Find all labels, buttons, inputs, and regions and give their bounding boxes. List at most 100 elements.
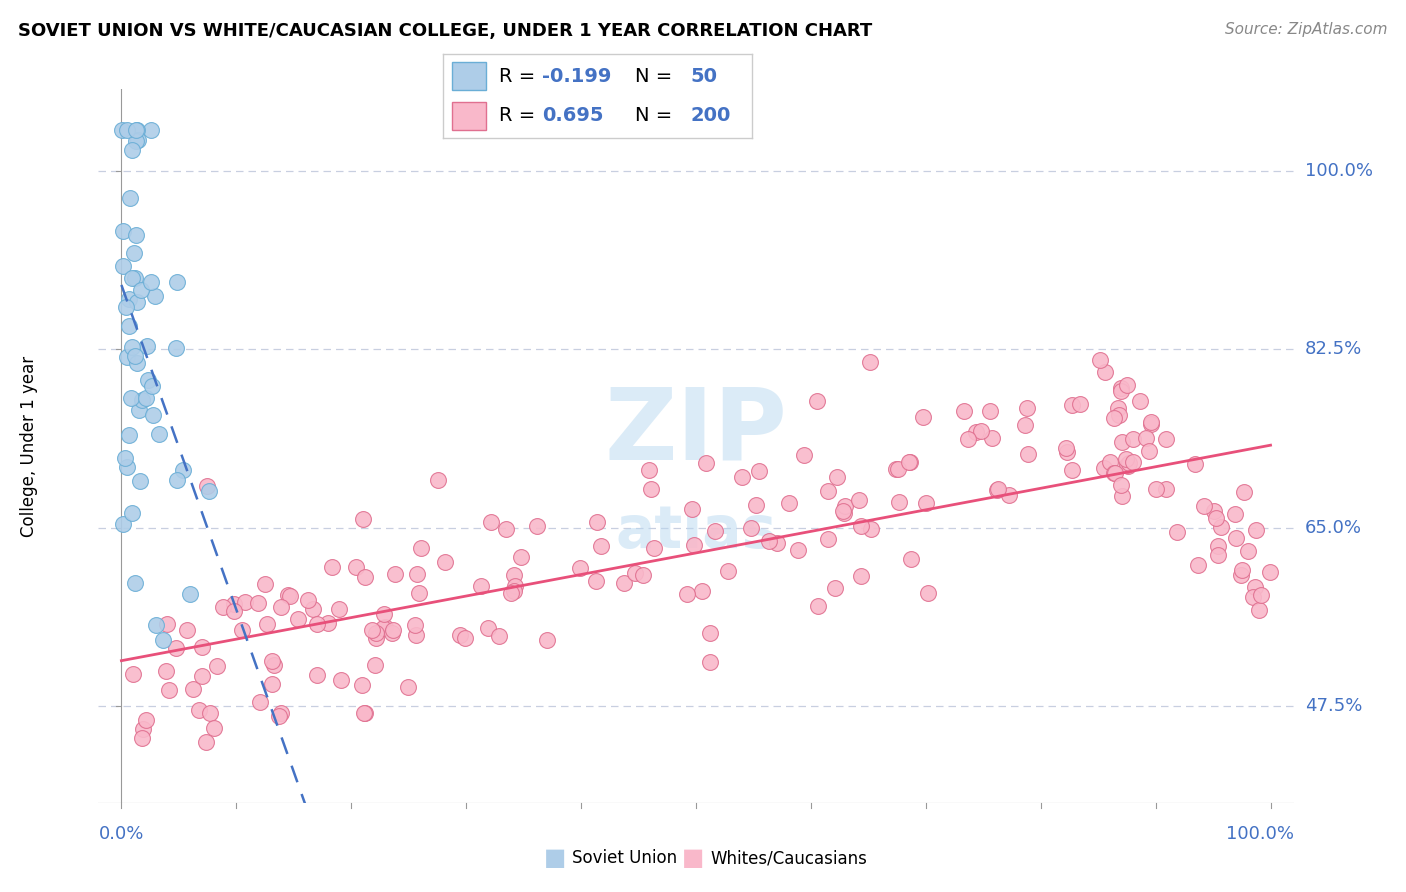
Point: [623, 566, 645, 580]
Point: [115, 123, 138, 137]
Point: [1107, 401, 1129, 415]
Point: [786, 542, 808, 557]
Point: [277, 588, 299, 602]
Point: [128, 474, 150, 488]
Point: [1014, 418, 1036, 433]
Point: [321, 559, 343, 574]
Point: [817, 483, 839, 498]
Point: [806, 599, 828, 613]
Point: [256, 616, 278, 631]
Point: [1154, 483, 1177, 497]
Point: [695, 456, 717, 470]
Point: [135, 392, 157, 406]
Point: [127, 295, 149, 310]
Point: [1137, 443, 1160, 458]
Point: [488, 629, 510, 643]
Bar: [453, 102, 486, 130]
Point: [633, 567, 655, 582]
Point: [135, 714, 157, 728]
Point: [1104, 466, 1126, 480]
Point: [405, 628, 427, 642]
Text: Soviet Union: Soviet Union: [572, 849, 678, 867]
Point: [536, 632, 558, 647]
Text: 0.0%: 0.0%: [98, 825, 143, 843]
Point: [124, 575, 146, 590]
Point: [181, 681, 204, 696]
Point: [353, 570, 375, 584]
Point: [384, 567, 406, 582]
Point: [200, 706, 222, 721]
Point: [681, 502, 703, 516]
Text: 0.695: 0.695: [541, 106, 603, 125]
Point: [1111, 489, 1133, 503]
Point: [970, 424, 993, 438]
Point: [128, 403, 150, 417]
Point: [204, 722, 226, 736]
Point: [360, 623, 382, 637]
Point: [585, 515, 607, 529]
Point: [682, 537, 704, 551]
Point: [1140, 415, 1163, 429]
Point: [778, 496, 800, 510]
Point: [191, 669, 214, 683]
Point: [179, 587, 201, 601]
Point: [758, 533, 780, 548]
Point: [247, 596, 270, 610]
Point: [191, 640, 214, 655]
Point: [998, 488, 1021, 502]
Point: [344, 560, 367, 574]
Point: [114, 451, 136, 466]
Point: [127, 123, 149, 137]
Point: [1166, 524, 1188, 539]
Point: [834, 499, 856, 513]
Bar: [453, 62, 486, 90]
Point: [690, 583, 713, 598]
Point: [824, 581, 846, 595]
Point: [585, 574, 607, 588]
Point: [1108, 408, 1130, 422]
Point: [748, 464, 770, 478]
Point: [889, 494, 911, 508]
Point: [1054, 442, 1077, 456]
Point: [817, 532, 839, 546]
Point: [188, 703, 211, 717]
Point: [297, 593, 319, 607]
Point: [307, 617, 329, 632]
Point: [406, 566, 429, 581]
Text: 50: 50: [690, 67, 717, 86]
Point: [1230, 568, 1253, 582]
Text: 65.0%: 65.0%: [1305, 518, 1362, 537]
Point: [172, 463, 194, 477]
Point: [1206, 539, 1229, 553]
Point: [263, 658, 285, 673]
Point: [198, 483, 221, 498]
Point: [382, 623, 405, 637]
Text: 200: 200: [690, 106, 731, 125]
Point: [1230, 563, 1253, 577]
Point: [860, 522, 883, 536]
Point: [1202, 504, 1225, 518]
Point: [1122, 432, 1144, 446]
Point: [165, 341, 187, 355]
Point: [470, 579, 492, 593]
Point: [699, 625, 721, 640]
Point: [121, 506, 143, 520]
Point: [1056, 444, 1078, 458]
Point: [832, 504, 855, 518]
Point: [917, 585, 939, 599]
Point: [353, 706, 375, 720]
Point: [205, 659, 228, 673]
Point: [1017, 447, 1039, 461]
Point: [1249, 603, 1271, 617]
Point: [1116, 458, 1139, 472]
Point: [1115, 451, 1137, 466]
Point: [1102, 411, 1125, 425]
Text: R =: R =: [499, 106, 541, 125]
Point: [270, 600, 292, 615]
Point: [222, 597, 245, 611]
Point: [1250, 588, 1272, 602]
Text: atlas: atlas: [616, 503, 776, 560]
Point: [143, 289, 166, 303]
Point: [145, 617, 167, 632]
Point: [253, 577, 276, 591]
